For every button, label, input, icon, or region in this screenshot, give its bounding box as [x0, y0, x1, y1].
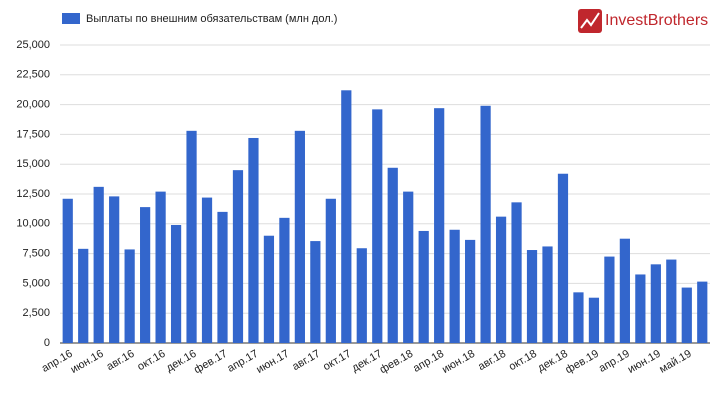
bar [78, 248, 89, 343]
x-tick-label: апр.17 [225, 348, 260, 375]
bar [387, 167, 398, 343]
bar [93, 186, 104, 343]
bar [465, 239, 476, 343]
bar [619, 238, 630, 343]
x-tick-label: апр.18 [411, 348, 446, 375]
x-tick-label: апр.19 [597, 348, 632, 375]
logo-icon [578, 9, 602, 33]
x-tick-label: окт.18 [507, 348, 539, 373]
bar [650, 264, 661, 343]
y-tick-label: 5,000 [22, 277, 50, 289]
bar [217, 211, 228, 343]
bar [170, 224, 182, 343]
bar [341, 90, 352, 344]
y-tick-label: 17,500 [16, 128, 50, 140]
legend-swatch [62, 13, 80, 24]
bar [155, 191, 166, 343]
bar [140, 207, 151, 343]
bar [325, 198, 336, 343]
x-tick-label: фев.18 [378, 348, 415, 377]
bar [263, 235, 275, 343]
x-tick-label: июн.16 [69, 348, 106, 376]
x-tick-label: дек.16 [164, 348, 198, 375]
legend-label: Выплаты по внешним обязательствам (млн д… [86, 13, 337, 25]
x-tick-label: авг.18 [476, 348, 508, 373]
bar [573, 292, 584, 343]
x-tick-label: апр.16 [40, 348, 75, 375]
y-tick-label: 2,500 [22, 307, 50, 319]
y-tick-label: 25,000 [16, 39, 50, 51]
bar [294, 130, 305, 343]
x-tick-label: май.19 [657, 348, 693, 376]
x-tick-label: авг.16 [105, 348, 137, 373]
bar [542, 246, 553, 343]
y-tick-label: 12,500 [16, 188, 50, 200]
bar [511, 202, 522, 343]
bar [434, 108, 445, 344]
y-tick-label: 22,500 [16, 69, 50, 81]
bar [635, 274, 646, 343]
y-tick-label: 0 [44, 337, 50, 349]
logo-text: InvestBrothers [605, 12, 708, 29]
bar [557, 173, 569, 343]
bar [604, 256, 615, 343]
bar [526, 250, 538, 343]
x-tick-label: июн.19 [626, 348, 663, 376]
bar [186, 130, 197, 343]
bar [310, 241, 321, 343]
bar [248, 137, 259, 343]
x-tick-label: дек.17 [350, 348, 384, 375]
x-tick-label: окт.16 [135, 348, 167, 373]
bar [681, 287, 692, 343]
x-tick-label: июн.17 [254, 348, 291, 376]
bar [449, 229, 460, 343]
bar [62, 198, 73, 343]
bar [495, 216, 507, 343]
x-tick-label: фев.19 [563, 348, 600, 377]
bar [356, 248, 367, 343]
bar [279, 217, 290, 343]
x-tick-label: окт.17 [321, 348, 353, 373]
bar [588, 297, 600, 343]
logo-arrow [580, 12, 600, 29]
y-tick-label: 7,500 [22, 248, 50, 260]
bar [697, 281, 708, 343]
logo: InvestBrothers [578, 9, 708, 33]
x-tick-label: дек.18 [536, 348, 570, 375]
bar [666, 259, 677, 343]
bar [372, 109, 383, 343]
x-tick-label: июн.18 [440, 348, 477, 376]
x-tick-label: авг.17 [290, 348, 322, 373]
bar [418, 230, 429, 343]
y-tick-label: 10,000 [16, 218, 50, 230]
x-tick-label: фев.17 [192, 348, 229, 377]
bar [232, 170, 244, 343]
bar [201, 197, 213, 343]
bar [403, 191, 414, 343]
y-tick-label: 15,000 [16, 158, 50, 170]
bar [480, 105, 491, 344]
y-tick-label: 20,000 [16, 99, 50, 111]
bar [109, 196, 120, 343]
bar [124, 249, 135, 343]
